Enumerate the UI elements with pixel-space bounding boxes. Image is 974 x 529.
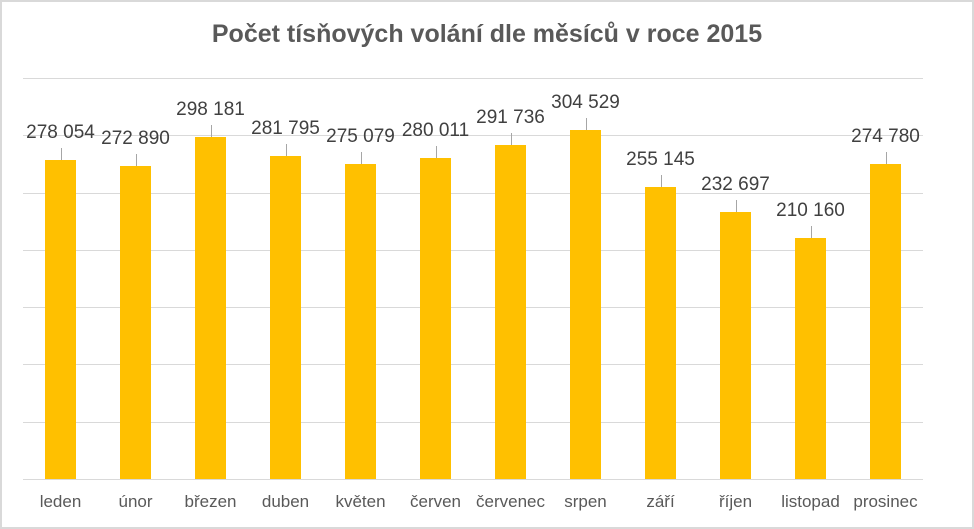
category-label: květen [335,492,386,511]
bar-květen [345,163,376,479]
bar-únor [120,166,151,479]
bar-září [645,186,676,479]
bar-prosinec [870,164,901,479]
label-leader-line [285,144,287,157]
bar-listopad [795,238,826,479]
gridline [23,364,923,366]
gridline [23,192,923,194]
data-label: 280 011 [401,120,470,142]
bar-březen [195,137,226,479]
data-label: 232 697 [701,174,770,196]
label-leader-line [810,226,812,239]
bar-červenec [495,144,526,479]
x-axis-line [23,479,923,480]
label-leader-line [885,152,887,165]
category-label: prosinec [853,492,918,511]
label-leader-line [735,200,737,213]
category-label: říjen [718,492,753,511]
label-leader-line [510,132,512,145]
data-label: 210 160 [776,200,845,222]
gridline [23,421,923,423]
label-leader-line [210,125,212,138]
category-label: červenec [476,492,545,511]
data-label: 298 181 [176,99,245,121]
data-label: 274 780 [851,126,920,148]
bar-duben [270,156,301,479]
category-label: srpen [564,492,607,511]
bar-říjen [720,212,751,479]
data-label: 291 736 [476,106,545,128]
data-label: 255 145 [626,148,695,170]
plot-area: 278 054 272 890 298 181 281 795 275 079 280 0… [23,78,923,480]
data-label: 304 529 [551,92,620,114]
category-label: duben [261,492,310,511]
category-label: březen [184,492,237,511]
gridline [23,249,923,251]
label-leader-line [435,146,437,159]
label-leader-line [585,118,587,131]
label-leader-line [360,151,362,164]
bar-srpen [570,130,601,479]
label-leader-line [135,154,137,167]
label-leader-line [660,174,662,187]
category-label: červen [409,492,462,511]
chart-title: Počet tísňových volání dle měsíců v roce… [211,20,763,48]
data-label: 275 079 [326,125,395,147]
data-label: 272 890 [101,128,170,150]
label-leader-line [60,148,62,161]
category-label: únor [118,492,153,511]
data-label: 278 054 [26,122,95,144]
category-label: listopad [781,492,840,511]
bar-červen [420,158,451,479]
gridline [23,307,923,309]
category-label: září [646,492,675,511]
data-label: 281 795 [251,118,320,140]
gridline [23,135,923,137]
gridline [23,78,923,79]
category-label: leden [39,492,82,511]
bar-leden [45,160,76,479]
